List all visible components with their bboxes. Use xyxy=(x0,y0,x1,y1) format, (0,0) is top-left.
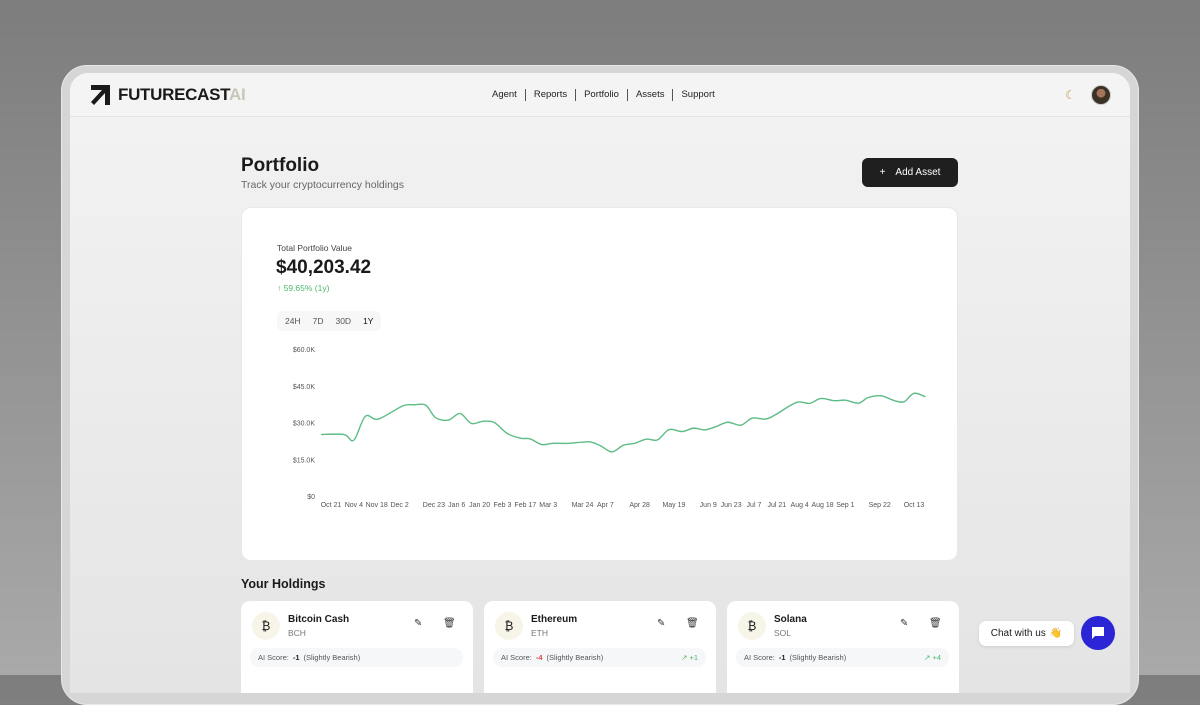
brand-suffix: AI xyxy=(228,85,246,104)
score-trend: ↗ +4 xyxy=(924,653,941,662)
y-tick-label: $45.0K xyxy=(293,384,316,391)
x-tick-label: Aug 4 xyxy=(791,502,809,509)
x-tick-label: Jan 6 xyxy=(448,502,465,509)
chat-bubble-icon xyxy=(1092,627,1104,639)
top-nav: FUTURECASTAI Agent Reports Portfolio Ass… xyxy=(70,73,1130,117)
ai-score-label: AI Score: xyxy=(744,653,775,662)
avatar[interactable] xyxy=(1091,85,1111,105)
x-tick-label: Sep 1 xyxy=(836,502,854,509)
nav-agent[interactable]: Agent xyxy=(492,89,517,100)
nav-menu: Agent Reports Portfolio Assets Support xyxy=(484,89,723,101)
holding-symbol: ETH xyxy=(531,628,548,638)
nav-assets[interactable]: Assets xyxy=(626,89,673,101)
x-tick-label: Apr 7 xyxy=(597,502,614,509)
add-asset-label: Add Asset xyxy=(895,167,941,178)
holding-symbol: SOL xyxy=(774,628,792,638)
holding-symbol: BCH xyxy=(288,628,306,638)
ai-score-sentiment: (Slightly Bearish) xyxy=(546,653,604,662)
y-tick-label: $60.0K xyxy=(293,347,316,354)
x-tick-label: Dec 2 xyxy=(390,502,408,509)
holdings-title: Your Holdings xyxy=(241,577,326,591)
total-value-label: Total Portfolio Value xyxy=(277,243,352,253)
total-value: $40,203.42 xyxy=(276,257,372,278)
holding-card[interactable]: ₿ Ethereum ETH ✎ 🗑 AI Score: -4 (Slightly … xyxy=(484,601,716,693)
value-change: ↑ 59.65% (1y) xyxy=(277,283,330,293)
range-24h[interactable]: 24H xyxy=(285,316,301,326)
x-tick-label: Feb 17 xyxy=(514,502,536,509)
x-tick-label: Mar 24 xyxy=(572,502,594,509)
portfolio-value-line xyxy=(321,392,926,453)
edit-icon[interactable]: ✎ xyxy=(900,618,909,629)
arrow-logo-icon xyxy=(91,85,110,105)
coin-icon: ₿ xyxy=(738,612,766,640)
x-tick-label: Dec 23 xyxy=(423,502,445,509)
x-tick-label: Nov 4 xyxy=(345,502,363,509)
holding-card[interactable]: ₿ Bitcoin Cash BCH ✎ 🗑 AI Score: -1 (Sligh… xyxy=(241,601,473,693)
ai-score-label: AI Score: xyxy=(258,653,289,662)
wave-icon: 👋 xyxy=(1049,628,1063,639)
x-tick-label: Aug 18 xyxy=(811,502,833,509)
ai-score-sentiment: (Slightly Bearish) xyxy=(303,653,361,662)
holding-card[interactable]: ₿ Solana SOL ✎ 🗑 AI Score: -1 (Slightly Be… xyxy=(727,601,959,693)
trash-icon[interactable]: 🗑 xyxy=(929,618,942,629)
x-tick-label: Jan 20 xyxy=(469,502,490,509)
x-tick-label: Jul 7 xyxy=(747,502,762,509)
x-tick-label: Jul 21 xyxy=(767,502,786,509)
edit-icon[interactable]: ✎ xyxy=(414,618,423,629)
logo[interactable]: FUTURECASTAI xyxy=(90,83,246,107)
chat-prompt[interactable]: Chat with us 👋 xyxy=(979,621,1074,646)
trash-icon[interactable]: 🗑 xyxy=(686,618,699,629)
app-window: FUTURECASTAI Agent Reports Portfolio Ass… xyxy=(70,73,1130,693)
add-asset-button[interactable]: + Add Asset xyxy=(862,158,958,187)
x-tick-label: Mar 3 xyxy=(539,502,557,509)
brand-name: FUTURECAST xyxy=(118,85,229,104)
x-tick-label: Oct 21 xyxy=(321,502,342,509)
x-tick-label: May 19 xyxy=(662,502,685,509)
ai-score: AI Score: -4 (Slightly Bearish) ↗ +1 xyxy=(493,648,706,667)
chat-label: Chat with us xyxy=(990,628,1046,639)
x-tick-label: Jun 23 xyxy=(721,502,742,509)
range-selector: 24H 7D 30D 1Y xyxy=(277,311,382,331)
ai-score: AI Score: -1 (Slightly Bearish) xyxy=(250,648,463,667)
range-30d[interactable]: 30D xyxy=(335,316,352,326)
nav-reports[interactable]: Reports xyxy=(524,89,575,101)
nav-support[interactable]: Support xyxy=(672,89,722,101)
y-tick-label: $30.0K xyxy=(293,421,316,428)
ai-score: AI Score: -1 (Slightly Bearish) ↗ +4 xyxy=(736,648,949,667)
chat-button[interactable] xyxy=(1081,616,1115,650)
y-tick-label: $0 xyxy=(307,494,315,501)
x-tick-label: Jun 9 xyxy=(700,502,717,509)
page-subtitle: Track your cryptocurrency holdings xyxy=(241,179,405,191)
nav-portfolio[interactable]: Portfolio xyxy=(575,89,627,101)
trash-icon[interactable]: 🗑 xyxy=(443,618,456,629)
score-trend: ↗ +1 xyxy=(681,653,698,662)
x-tick-label: Sep 22 xyxy=(869,502,891,509)
holding-name: Solana xyxy=(774,614,807,625)
coin-icon: ₿ xyxy=(252,612,280,640)
coin-icon: ₿ xyxy=(495,612,523,640)
ai-score-value: -4 xyxy=(535,653,543,662)
x-tick-label: Apr 28 xyxy=(629,502,650,509)
portfolio-line-chart: $0 $15.0K $30.0K $45.0K $60.0K Oct 21 Nov 4 Nov… xyxy=(293,347,926,509)
holding-name: Bitcoin Cash xyxy=(288,614,350,625)
page-title: Portfolio xyxy=(241,155,320,176)
moon-icon[interactable]: ☾ xyxy=(1065,88,1076,102)
ai-score-value: -1 xyxy=(778,653,786,662)
ai-score-label: AI Score: xyxy=(501,653,532,662)
x-tick-label: Feb 3 xyxy=(494,502,512,509)
y-tick-label: $15.0K xyxy=(293,457,316,464)
edit-icon[interactable]: ✎ xyxy=(657,618,666,629)
portfolio-chart-card: Total Portfolio Value $40,203.42 ↑ 59.65… xyxy=(241,207,958,561)
holding-name: Ethereum xyxy=(531,614,578,625)
x-tick-label: Nov 18 xyxy=(366,502,388,509)
x-tick-label: Oct 13 xyxy=(904,502,925,509)
ai-score-value: -1 xyxy=(292,653,300,662)
range-7d[interactable]: 7D xyxy=(312,316,324,326)
ai-score-sentiment: (Slightly Bearish) xyxy=(789,653,847,662)
plus-icon: + xyxy=(879,167,886,178)
range-1y[interactable]: 1Y xyxy=(363,316,374,326)
